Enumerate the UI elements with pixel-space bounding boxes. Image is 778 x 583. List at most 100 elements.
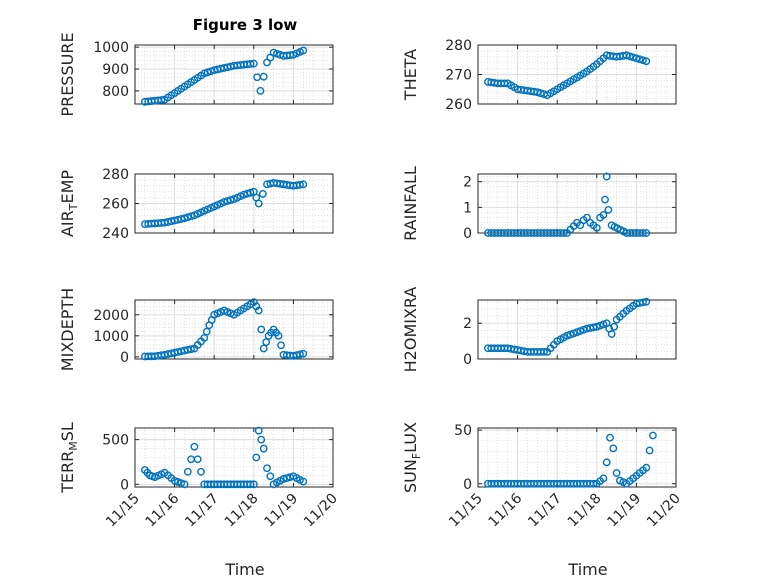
data-point <box>254 306 263 315</box>
data-point <box>274 331 283 340</box>
data-point <box>187 212 196 221</box>
y-tick-label: 280 <box>102 167 129 183</box>
y-tick-label: 0 <box>463 477 472 493</box>
y-axis-label: TERRMSL <box>58 422 80 494</box>
y-tick-label: 1 <box>463 200 472 216</box>
y-axis-label: AIRTEMP <box>58 170 80 237</box>
data-point <box>187 345 196 354</box>
data-point <box>536 89 545 98</box>
data-point <box>625 52 634 61</box>
data-point <box>299 46 308 55</box>
data-point <box>249 59 258 68</box>
data-point <box>610 322 619 331</box>
y-tick-label: 1000 <box>93 329 129 345</box>
data-point <box>223 197 232 205</box>
y-tick-label: 0 <box>463 352 472 368</box>
y-axis-label: H2OMIXRA <box>401 287 420 373</box>
x-axis-label-right: Time <box>567 560 607 579</box>
data-point <box>259 344 268 353</box>
x-tick-label: 11/18 <box>565 491 605 531</box>
data-point <box>272 49 281 58</box>
data-point <box>296 350 304 359</box>
data-point <box>243 189 252 198</box>
axes-box <box>477 427 677 488</box>
data-point <box>642 463 651 472</box>
data-point <box>193 455 202 464</box>
data-point <box>203 68 212 77</box>
y-axis-label: SUNFLUX <box>401 422 423 493</box>
subplot-sun-flux: 0 50 11/15 11/16 11/17 11/18 11/19 11/20 SUNFLUX <box>401 422 684 530</box>
data-point <box>635 55 644 64</box>
data-point <box>622 51 631 60</box>
subplot-h2omixra: 0 2 H2OMIXRA <box>401 287 677 373</box>
data-point <box>190 442 199 451</box>
x-tick-label: 11/18 <box>222 491 262 531</box>
y-tick-label: 800 <box>102 84 129 100</box>
subplot-theta: 260 270 280 THETA <box>401 38 677 113</box>
y-tick-label: 2000 <box>93 308 129 324</box>
data-point <box>649 431 657 440</box>
y-tick-label: 280 <box>445 38 472 54</box>
data-point <box>642 297 651 306</box>
y-tick-label: 1000 <box>93 40 129 56</box>
data-point <box>639 56 647 65</box>
data-point <box>559 229 568 237</box>
data-point <box>607 330 616 338</box>
data-point <box>220 198 229 206</box>
data-point <box>249 480 258 489</box>
data-point <box>589 479 598 488</box>
data-point <box>500 79 509 88</box>
data-point <box>257 325 266 334</box>
y-tick-label: 900 <box>102 62 129 78</box>
data-point <box>639 298 647 307</box>
data-point <box>246 188 255 197</box>
data-point <box>202 327 211 336</box>
y-tick-label: 0 <box>463 226 472 242</box>
subplot-mixdepth: 0 1000 2000 MIXDEPTH <box>58 288 334 371</box>
x-tick-label: 11/15 <box>446 491 486 531</box>
subplot-terr-msl: 0 500 11/15 11/16 11/17 11/18 11/19 11/20 TERRMS… <box>58 422 341 530</box>
data-point <box>612 469 621 477</box>
y-tick-label: 260 <box>102 197 129 213</box>
data-point <box>180 480 189 489</box>
data-point <box>642 229 651 237</box>
y-tick-label: 260 <box>445 97 472 113</box>
x-tick-label: 11/19 <box>604 491 644 531</box>
y-tick-label: 2 <box>463 175 472 191</box>
subplot-pressure: 800 900 1000 PRESSURE <box>58 32 334 117</box>
data-point <box>226 196 235 204</box>
data-point <box>645 446 654 455</box>
y-tick-label: 270 <box>445 68 472 84</box>
data-point <box>642 57 651 66</box>
data-point <box>296 180 304 189</box>
data-point <box>246 480 255 489</box>
data-point <box>239 190 248 199</box>
data-point <box>632 54 641 63</box>
data-point <box>602 172 611 181</box>
data-point <box>257 435 266 444</box>
data-point <box>599 211 608 219</box>
data-point <box>602 458 611 467</box>
y-axis-label: RAINFALL <box>401 166 420 241</box>
x-axis-label-left: Time <box>224 560 264 579</box>
data-point <box>266 472 275 481</box>
x-tick-label: 11/17 <box>525 491 565 531</box>
data-point <box>269 48 278 57</box>
data-point <box>604 206 613 214</box>
x-tick-label: 11/16 <box>143 490 183 530</box>
x-tick-label: 11/20 <box>644 491 684 531</box>
data-point <box>262 338 271 347</box>
y-tick-label: 500 <box>102 433 129 449</box>
data-point <box>299 180 308 189</box>
data-point <box>197 467 205 476</box>
data-point <box>540 347 548 356</box>
data-point <box>601 195 609 204</box>
data-point <box>258 190 267 198</box>
data-point <box>246 60 255 68</box>
y-axis-label: THETA <box>401 49 420 101</box>
x-tick-label: 11/20 <box>301 491 341 531</box>
data-point <box>609 444 618 453</box>
data-point <box>183 467 192 476</box>
data-point <box>180 214 189 223</box>
